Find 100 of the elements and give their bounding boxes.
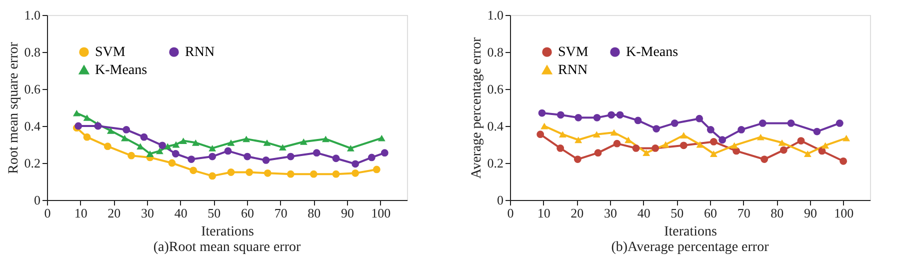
point — [264, 169, 272, 177]
x-tick-label: 20 — [108, 206, 121, 220]
point — [380, 149, 388, 157]
point — [594, 149, 602, 157]
x-tick-label: 30 — [604, 206, 617, 220]
legend-label: RNN — [558, 63, 588, 78]
point — [613, 140, 621, 148]
point — [164, 143, 172, 150]
point — [822, 142, 830, 149]
text: (a)Root mean square error — [153, 240, 301, 255]
point — [680, 142, 688, 150]
x-tick-label: 10 — [74, 206, 88, 220]
point — [227, 139, 235, 146]
point — [372, 166, 380, 174]
point — [208, 144, 216, 152]
point — [836, 120, 844, 127]
point — [710, 150, 718, 157]
point — [616, 111, 624, 119]
point — [300, 138, 308, 145]
point — [263, 139, 271, 146]
point — [670, 120, 678, 127]
point — [172, 141, 180, 148]
point — [262, 156, 270, 164]
text: (b)Average percentage error — [611, 240, 770, 255]
point — [787, 120, 795, 127]
point — [172, 150, 180, 158]
x-tick-label: 100 — [371, 206, 391, 220]
y-tick-label: 0.6 — [24, 82, 41, 96]
legend-label: RNN — [185, 45, 215, 60]
point — [120, 134, 128, 142]
point — [312, 149, 320, 157]
x-tick-label: 70 — [737, 206, 750, 220]
legend-label: K-Means — [626, 45, 678, 60]
point — [608, 111, 616, 119]
point — [696, 114, 704, 122]
x-tick-label: 40 — [637, 206, 650, 220]
point — [556, 111, 564, 119]
x-tick-label: 0 — [44, 206, 51, 220]
point — [286, 170, 294, 178]
point — [797, 137, 805, 144]
point — [378, 134, 386, 142]
y-tick-label: 0.8 — [487, 44, 504, 60]
y-tick-label: 0.2 — [24, 156, 40, 170]
x-tick-label: 80 — [308, 206, 321, 220]
point — [158, 142, 166, 150]
point — [190, 166, 198, 174]
point — [310, 170, 318, 178]
point — [593, 114, 601, 122]
x-tick-label: 40 — [174, 206, 188, 220]
y-axis-title: Root mean square error — [6, 42, 22, 174]
point — [760, 156, 768, 163]
point — [227, 168, 235, 176]
y-tick-label: 0.2 — [487, 156, 504, 170]
point — [662, 141, 670, 148]
point — [574, 136, 582, 144]
point — [208, 172, 216, 180]
point — [242, 136, 250, 142]
point — [94, 122, 102, 130]
point — [188, 156, 196, 163]
point — [332, 170, 340, 178]
point — [632, 144, 640, 152]
point — [352, 169, 360, 177]
y-tick-label: 0.6 — [487, 82, 504, 96]
point — [558, 131, 566, 138]
y-tick-label: 0 — [34, 192, 40, 208]
point — [72, 110, 80, 116]
point — [710, 138, 718, 146]
point — [332, 154, 340, 162]
point — [756, 134, 764, 140]
point — [780, 146, 788, 154]
point — [244, 152, 252, 160]
point — [286, 152, 294, 160]
x-tick-label: 90 — [341, 206, 354, 220]
x-tick-label: 20 — [570, 206, 584, 220]
x-tick-label: 60 — [241, 206, 254, 220]
x-tick-label: 80 — [770, 206, 784, 220]
point — [322, 136, 330, 142]
point — [106, 127, 114, 134]
legend-label: SVM — [558, 45, 589, 60]
point — [680, 132, 688, 138]
point — [536, 130, 544, 138]
point — [634, 116, 642, 124]
point — [652, 144, 660, 152]
point — [246, 168, 254, 176]
point — [804, 150, 812, 157]
point — [696, 141, 704, 148]
x-tick-label: 70 — [274, 206, 288, 220]
point — [538, 109, 546, 117]
point — [813, 128, 821, 136]
point — [730, 142, 738, 149]
legend-label: SVM — [95, 45, 126, 60]
y-tick-label: 0.4 — [487, 118, 504, 134]
legend-label: K-Means — [95, 63, 148, 78]
x-tick-label: 30 — [141, 206, 154, 220]
point — [738, 126, 746, 134]
point — [778, 139, 786, 146]
x-tick-label: 50 — [208, 206, 221, 220]
point — [128, 152, 136, 160]
point — [208, 152, 216, 160]
point — [122, 126, 130, 134]
